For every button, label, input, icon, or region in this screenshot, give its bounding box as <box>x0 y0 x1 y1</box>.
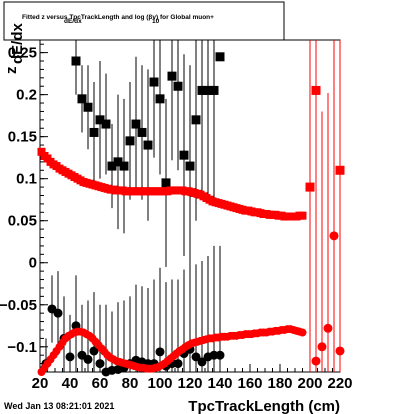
x-tick-label: 60 <box>92 375 109 392</box>
data-point-square <box>185 161 195 171</box>
data-point-square <box>71 56 81 66</box>
x-tick-label: 160 <box>237 375 262 392</box>
data-point-square <box>149 77 159 87</box>
data-point-square <box>215 52 225 62</box>
data-point-square <box>37 147 46 156</box>
data-point-square <box>173 81 183 91</box>
data-point-circle <box>215 350 225 360</box>
y-axis-subscript-group: dE/dx <box>9 23 26 64</box>
y-axis-subscript: dE/dx <box>9 23 26 64</box>
y-tick-label: −0.05 <box>0 297 37 314</box>
data-point-square <box>203 85 213 95</box>
title-subscript-dedx: dE/dx <box>64 18 82 25</box>
data-point-square <box>155 94 165 104</box>
x-tick-label: 80 <box>122 375 139 392</box>
data-point-circle <box>197 357 207 367</box>
x-axis-label: TpcTrackLength (cm) <box>188 398 340 414</box>
series-group <box>37 147 307 221</box>
x-tick-label: 140 <box>207 375 232 392</box>
x-tick-label: 200 <box>297 375 322 392</box>
y-tick-label: 0.25 <box>8 45 37 62</box>
data-point-square <box>125 136 135 146</box>
x-tick-label: 40 <box>62 375 79 392</box>
data-point-square <box>137 127 147 137</box>
y-tick-label: 0.1 <box>16 171 37 188</box>
data-point-circle <box>155 347 165 357</box>
data-point-square <box>101 119 111 129</box>
data-point-circle <box>323 323 333 333</box>
y-axis-title: z <box>3 67 20 75</box>
y-tick-label: 0.15 <box>8 129 37 146</box>
data-point-square <box>197 85 207 95</box>
data-point-square <box>95 115 105 125</box>
title-subscript-log: 10 <box>152 18 160 25</box>
data-point-circle <box>335 346 345 356</box>
y-tick-label: −0.1 <box>7 339 37 356</box>
data-point-circle <box>89 346 99 356</box>
date-stamp: Wed Jan 13 08:21:01 2021 <box>4 401 114 411</box>
marks-layer <box>37 40 345 377</box>
data-point-circle <box>317 342 327 352</box>
y-tick-label: 0 <box>29 255 37 272</box>
data-point-square <box>83 102 93 112</box>
data-point-square <box>107 161 117 171</box>
data-point-square <box>143 140 153 150</box>
data-point-square <box>209 85 219 95</box>
data-point-circle <box>329 231 339 241</box>
x-tick-label: 100 <box>147 375 172 392</box>
data-point-square <box>298 211 307 220</box>
data-point-square <box>113 157 123 167</box>
data-point-circle <box>298 328 307 337</box>
y-axis-label: z <box>3 67 20 75</box>
data-point-circle <box>53 308 63 318</box>
data-point-square <box>167 71 177 81</box>
x-tick-label: 180 <box>267 375 292 392</box>
x-tick-label: 220 <box>327 375 352 392</box>
y-tick-label: 0.2 <box>16 87 37 104</box>
data-point-square <box>305 182 315 192</box>
data-point-square <box>77 94 87 104</box>
data-point-circle <box>173 359 183 369</box>
data-point-square <box>119 161 129 171</box>
data-point-square <box>191 115 201 125</box>
data-point-square <box>179 150 189 160</box>
series-group <box>71 40 225 267</box>
title-box <box>3 1 285 41</box>
x-tick-label: 20 <box>32 375 49 392</box>
y-tick-label: 0.05 <box>8 213 37 230</box>
data-point-square <box>89 127 99 137</box>
data-point-circle <box>83 354 93 364</box>
data-point-circle <box>65 352 75 362</box>
data-point-circle <box>95 359 105 369</box>
data-point-circle <box>311 356 321 366</box>
data-point-square <box>161 178 171 188</box>
chart-title: Fitted z versus TpcTrackLength and log (… <box>22 14 214 21</box>
data-point-square <box>131 119 141 129</box>
data-point-circle <box>191 352 201 362</box>
x-tick-label: 120 <box>177 375 202 392</box>
series-group <box>311 40 345 372</box>
series-group <box>37 325 307 376</box>
tick-layer: 20 40 60 80 100 120 140 160 180 200 220 −0.1 −0.05 0 0… <box>0 43 353 392</box>
data-point-square <box>311 85 321 95</box>
